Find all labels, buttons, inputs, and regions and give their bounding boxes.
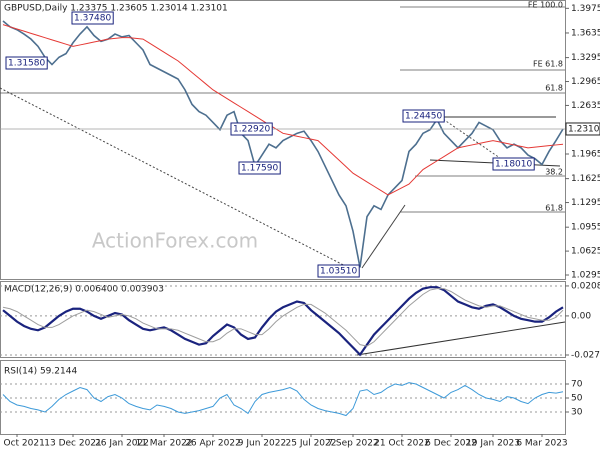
panel-title: GBPUSD,Daily 1.23375 1.23605 1.23014 1.2…: [4, 4, 228, 14]
level-label: 1.22920: [233, 125, 270, 135]
x-tick-label: 25 Jul 2022: [286, 439, 337, 449]
y-tick-label: 1.09550: [571, 223, 600, 233]
level-box: [317, 264, 360, 278]
series-line: [2, 382, 564, 417]
watermark: ActionForex.com: [92, 229, 258, 253]
y-tick-label: 1.16250: [571, 174, 600, 184]
level-box: [402, 109, 445, 123]
x-tick-label: 28 Oct 2021: [0, 439, 45, 449]
y-tick-label: 1.39750: [571, 4, 600, 14]
y-tick-label: 50: [571, 394, 583, 404]
y-tick-label: 0.00: [571, 311, 591, 321]
panel-title: RSI(14) 59.2144: [4, 367, 77, 377]
x-tick-label: 6 Mar 2023: [516, 439, 567, 449]
last-price-box: [565, 122, 600, 136]
level-box: [492, 157, 535, 171]
level-label: 1.17590: [241, 164, 278, 174]
y-tick-label: 1.29650: [571, 77, 600, 87]
fib-label: 61.8: [545, 84, 563, 93]
series-line: [2, 20, 564, 268]
y-tick-label: 0.020858: [571, 281, 600, 291]
series-line: [2, 288, 564, 347]
x-tick-label: 9 Jun 2022: [238, 439, 286, 449]
x-tick-label: 26 Apr 2022: [185, 439, 241, 449]
x-tick-label: 6 Dec 2022: [425, 439, 477, 449]
y-tick-label: 1.32950: [571, 53, 600, 63]
level-label: 1.03510: [320, 267, 357, 277]
y-tick-label: -0.027213: [571, 351, 600, 361]
panel-title: MACD(12,26,9) 0.006400 0.003903: [4, 285, 164, 295]
x-tick-label: 21 Oct 2022: [374, 439, 430, 449]
x-tick-label: 11 Mar 2022: [135, 439, 192, 449]
fib-label: 61.8: [545, 204, 563, 213]
level-box: [230, 122, 273, 136]
fib-label: 38.2: [545, 168, 563, 177]
y-tick-label: 1.02950: [571, 271, 600, 281]
x-tick-label: 19 Jan 2023: [466, 439, 520, 449]
level-label: 1.31580: [8, 59, 45, 69]
level-label: 1.37480: [74, 14, 111, 24]
y-tick-label: 1.36350: [571, 28, 600, 38]
level-box: [5, 56, 48, 70]
level-label: 1.18010: [495, 160, 532, 170]
trend-line: [0, 87, 358, 273]
level-box: [71, 11, 114, 25]
fib-label: FE 100.0: [528, 1, 563, 10]
trend-line: [361, 204, 406, 269]
last-price-label: 1.23101: [568, 124, 600, 134]
series-line: [2, 286, 564, 357]
y-tick-label: 1.26350: [571, 101, 600, 111]
series-line: [2, 24, 564, 196]
y-tick-label: 1.12950: [571, 198, 600, 208]
y-tick-label: 70: [571, 380, 583, 390]
price-panel: [0, 0, 566, 280]
triangle-line: [439, 116, 501, 159]
x-tick-label: 13 Dec 2021: [44, 439, 102, 449]
macd-panel: [0, 281, 566, 358]
level-box: [238, 161, 281, 175]
macd-trend-line: [356, 321, 566, 356]
x-tick-label: 7 Sep 2022: [327, 439, 378, 449]
x-tick-label: 26 Jan 2022: [95, 439, 149, 449]
y-tick-label: 1.19650: [571, 149, 600, 159]
y-tick-label: 1.06250: [571, 247, 600, 257]
fib-label: FE 61.8: [533, 60, 563, 69]
y-tick-label: 30: [571, 408, 583, 418]
level-label: 1.24450: [405, 112, 442, 122]
